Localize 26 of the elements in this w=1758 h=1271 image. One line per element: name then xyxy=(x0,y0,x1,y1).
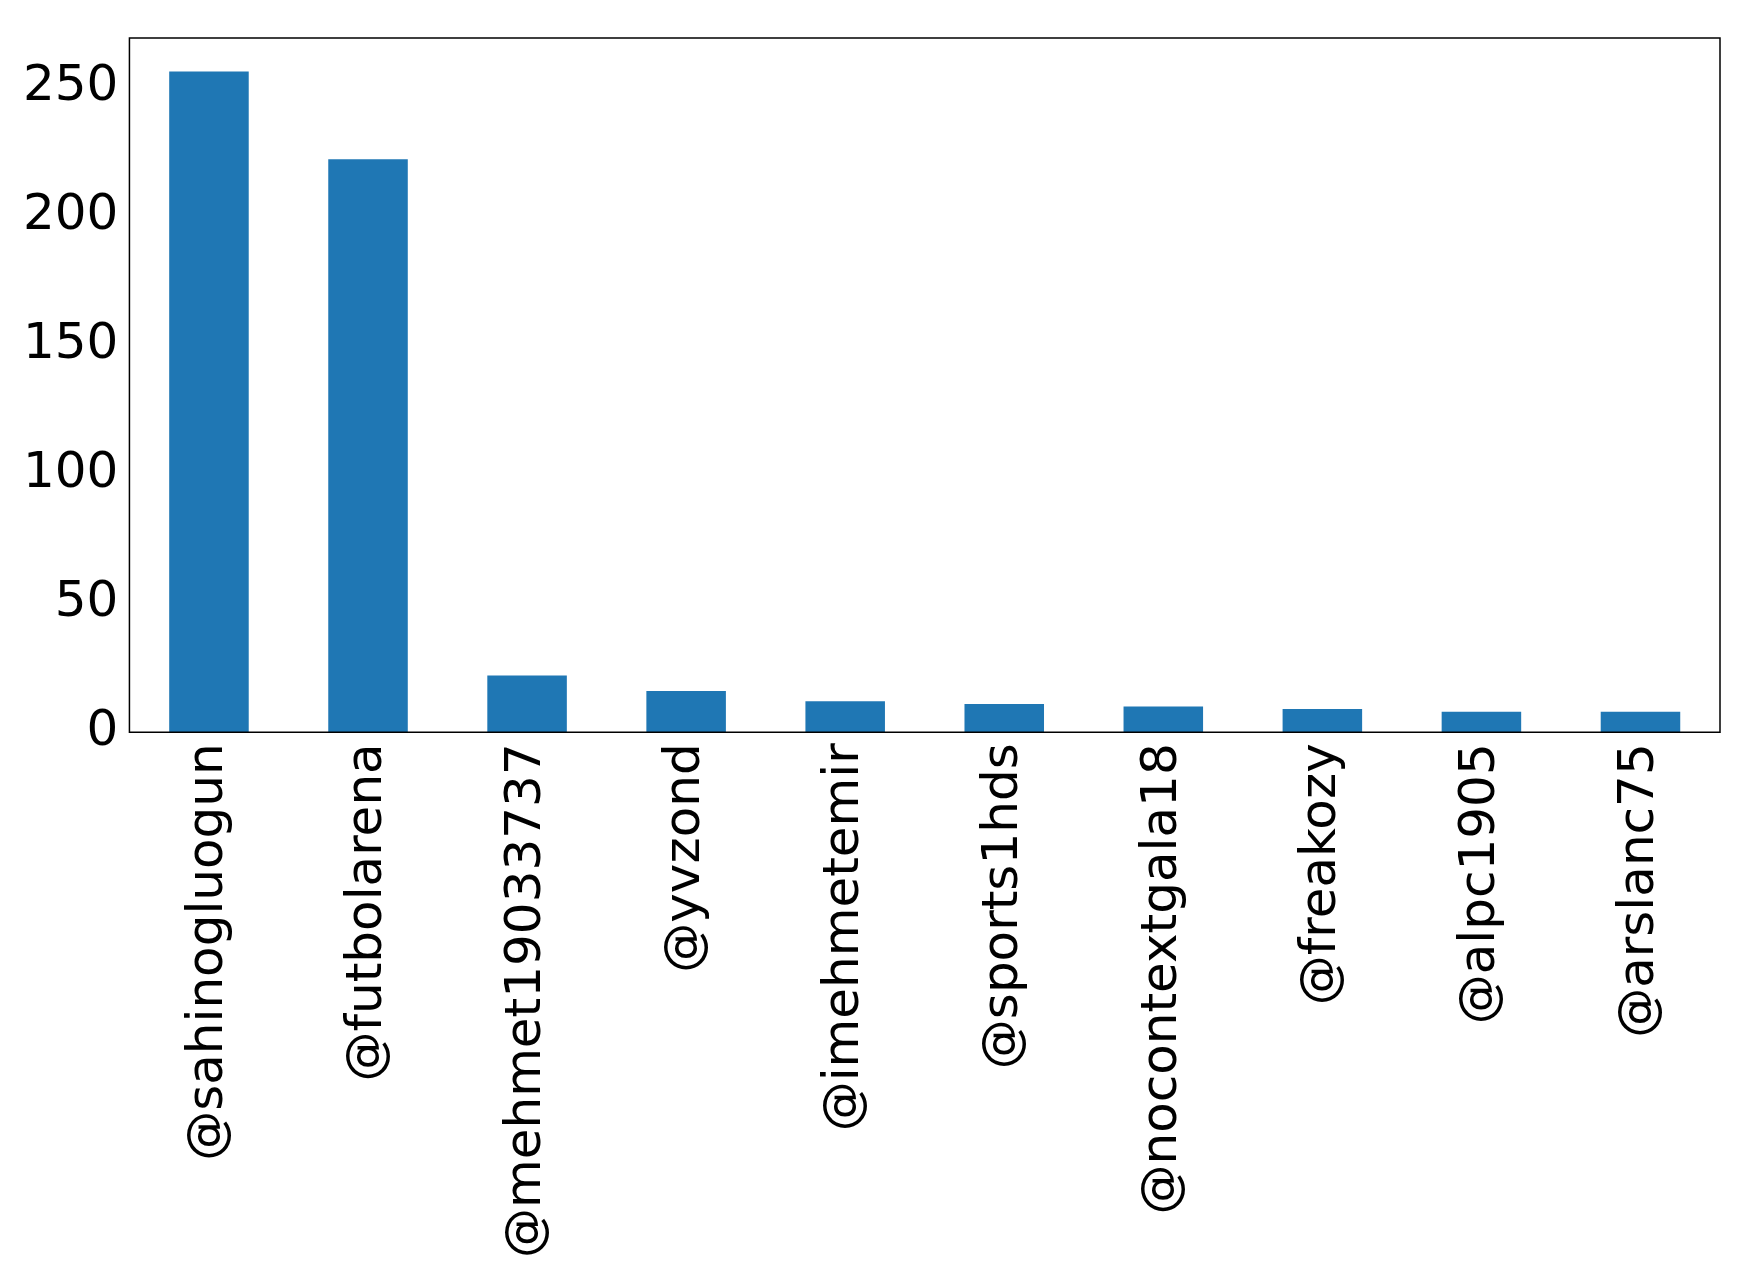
bar xyxy=(1282,709,1363,733)
x-tick-label: @freakozy xyxy=(1289,743,1348,1006)
x-tick-label: @sahinogluogun xyxy=(175,743,234,1161)
x-tick-label: @imehmetemir xyxy=(812,742,871,1132)
y-tick-label: 200 xyxy=(23,183,119,242)
y-tick-label: 50 xyxy=(54,570,119,629)
x-tick-label: @nocontextgala18 xyxy=(1130,743,1189,1215)
bar xyxy=(487,675,567,733)
bar xyxy=(1123,706,1204,733)
x-tick-label: @yvzond xyxy=(653,743,712,973)
x-tick-label: @arslanc75 xyxy=(1607,743,1666,1038)
bar xyxy=(328,159,408,733)
x-tick-label: @sports1hds xyxy=(971,743,1030,1070)
bar xyxy=(169,71,249,733)
y-tick-label: 100 xyxy=(23,441,119,500)
y-tick-label: 0 xyxy=(86,699,119,758)
x-tick-label: @mehmet19033737 xyxy=(494,743,553,1259)
bar xyxy=(805,701,885,733)
bar xyxy=(646,690,726,733)
bar xyxy=(1600,711,1681,733)
bar xyxy=(1441,711,1522,733)
y-tick-label: 250 xyxy=(23,54,119,113)
y-tick-label: 150 xyxy=(23,312,119,371)
x-tick-label: @futbolarena xyxy=(335,743,393,1082)
x-tick-label: @alpc1905 xyxy=(1448,743,1507,1025)
bar xyxy=(964,703,1045,733)
